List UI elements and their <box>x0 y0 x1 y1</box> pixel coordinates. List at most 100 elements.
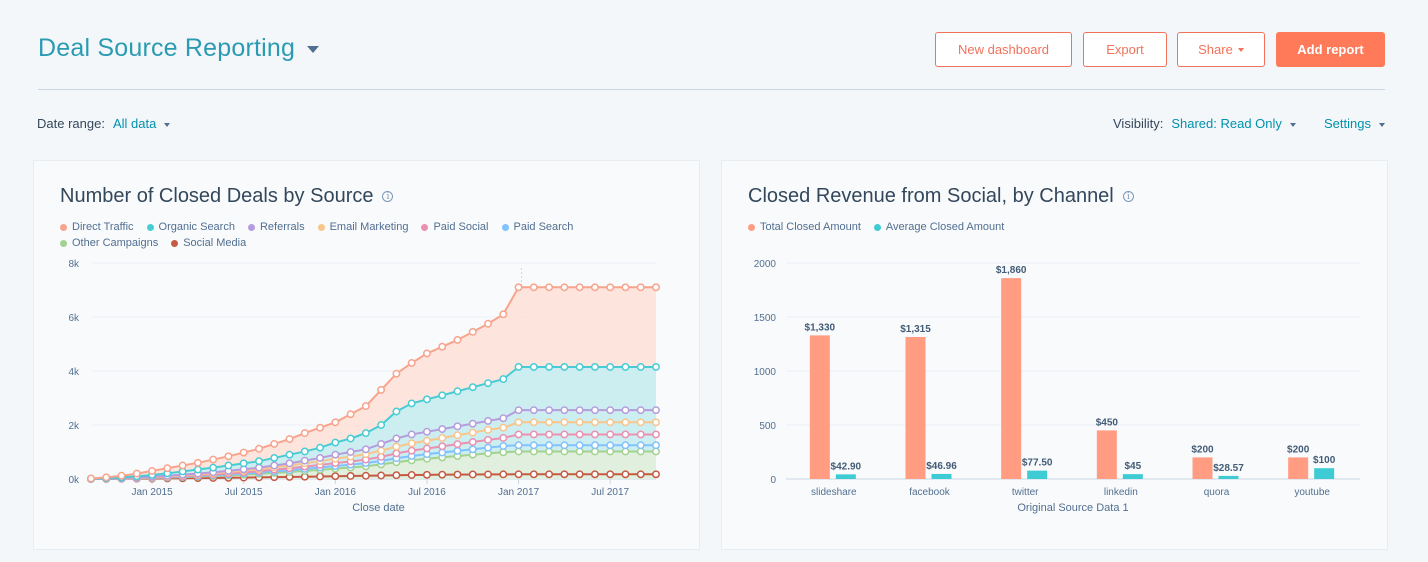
settings-dropdown[interactable]: Settings <box>1324 116 1385 131</box>
data-point <box>285 435 294 443</box>
data-point <box>514 363 523 371</box>
settings-label: Settings <box>1324 116 1371 131</box>
x-tick-label: linkedin <box>1104 487 1138 498</box>
data-point <box>239 459 248 468</box>
legend-item[interactable]: Paid Social <box>421 219 489 235</box>
data-point <box>392 434 401 443</box>
data-point <box>590 430 599 439</box>
legend-item[interactable]: Paid Search <box>501 219 574 235</box>
data-point <box>621 283 630 292</box>
data-point <box>636 418 645 427</box>
data-point <box>484 443 492 452</box>
bar-facebook-average <box>931 473 952 479</box>
data-point <box>621 418 630 427</box>
legend-label: Paid Search <box>513 221 574 233</box>
data-point <box>499 414 508 423</box>
data-point <box>636 430 645 439</box>
data-point <box>300 429 309 438</box>
visibility-label: Visibility: <box>1113 116 1164 131</box>
legend-item[interactable]: Average Closed Amount <box>873 219 1004 235</box>
new-dashboard-button[interactable]: New dashboard <box>935 32 1072 67</box>
data-point <box>422 436 431 445</box>
data-point <box>239 448 248 457</box>
data-point <box>499 310 508 319</box>
chart-legend: Total Closed Amount Average Closed Amount <box>748 219 1348 235</box>
chevron-down-icon[interactable] <box>307 46 320 53</box>
bar-twitter-total <box>1001 278 1022 479</box>
data-point <box>529 470 538 479</box>
y-tick-label: 1000 <box>754 367 777 378</box>
data-label: $42.90 <box>831 461 862 472</box>
share-button-label: Share <box>1198 42 1233 57</box>
report-title-text: Closed Revenue from Social, by Channel <box>748 185 1114 207</box>
data-point <box>575 283 584 292</box>
data-point <box>453 446 462 455</box>
y-tick-label: 2000 <box>754 259 777 270</box>
data-point <box>453 440 462 449</box>
data-point <box>209 463 218 472</box>
data-point <box>422 395 431 404</box>
data-point <box>163 464 172 473</box>
data-point <box>560 418 569 427</box>
data-point <box>499 470 508 479</box>
data-point <box>117 471 126 480</box>
data-point <box>407 471 416 479</box>
legend-item[interactable]: Direct Traffic <box>60 219 134 235</box>
data-point <box>652 418 660 427</box>
add-report-button[interactable]: Add report <box>1276 32 1385 67</box>
data-point <box>361 402 370 411</box>
y-tick-label: 6k <box>68 313 80 324</box>
data-point <box>270 453 279 462</box>
legend-item[interactable]: Other Campaigns <box>60 235 158 251</box>
info-icon[interactable]: i <box>1122 191 1134 202</box>
data-point <box>621 430 630 439</box>
data-point <box>224 452 233 461</box>
data-point <box>621 447 630 456</box>
x-tick-label: Jul 2015 <box>225 487 263 498</box>
legend-label: Total Closed Amount <box>760 221 861 233</box>
x-tick-label: Jul 2016 <box>408 487 446 498</box>
legend-item[interactable]: Email Marketing <box>317 219 408 235</box>
caret-down-icon <box>1237 47 1244 52</box>
data-point <box>346 434 355 443</box>
legend-item[interactable]: Organic Search <box>146 219 235 235</box>
data-point <box>453 387 462 396</box>
page-title[interactable]: Deal Source Reporting <box>38 34 296 62</box>
data-point <box>652 283 660 292</box>
legend-dot <box>60 239 67 247</box>
export-button[interactable]: Export <box>1083 32 1167 67</box>
data-point <box>652 363 660 371</box>
data-point <box>316 423 325 432</box>
bar-facebook-total <box>905 336 926 479</box>
legend-item[interactable]: Social Media <box>171 235 246 251</box>
report-title-text: Number of Closed Deals by Source <box>60 185 374 207</box>
data-point <box>529 447 538 456</box>
date-range-dropdown[interactable]: All data <box>113 116 171 131</box>
data-point <box>407 399 416 408</box>
data-point <box>529 283 538 292</box>
bar-quora-average <box>1218 475 1239 479</box>
data-point <box>193 465 202 474</box>
data-point <box>392 442 401 451</box>
info-icon[interactable]: i <box>382 191 394 202</box>
data-point <box>545 441 554 450</box>
report-card-closed-deals[interactable]: Number of Closed Deals by Source i Direc… <box>33 160 700 550</box>
legend-item[interactable]: Referrals <box>247 219 305 235</box>
data-point <box>331 418 340 427</box>
social-revenue-bar-chart: 0 500 1000 1500 2000 slideshare $1,330 $42.90 fa… <box>754 259 1360 514</box>
data-point <box>575 447 584 456</box>
data-point <box>514 447 523 456</box>
data-point <box>453 422 462 431</box>
legend-label: Direct Traffic <box>72 221 134 233</box>
dashboard-title-switcher[interactable]: Deal Source Reporting <box>38 34 320 63</box>
legend-item[interactable]: Total Closed Amount <box>748 219 861 235</box>
share-button[interactable]: Share <box>1177 32 1265 67</box>
data-point <box>270 461 279 470</box>
data-point <box>499 434 508 442</box>
visibility-dropdown[interactable]: Shared: Read Only <box>1171 116 1296 131</box>
data-point <box>606 470 615 479</box>
report-card-social-revenue[interactable]: Closed Revenue from Social, by Channel i… <box>721 160 1388 550</box>
data-point <box>438 470 447 479</box>
data-point <box>545 363 554 371</box>
data-point <box>560 363 569 371</box>
